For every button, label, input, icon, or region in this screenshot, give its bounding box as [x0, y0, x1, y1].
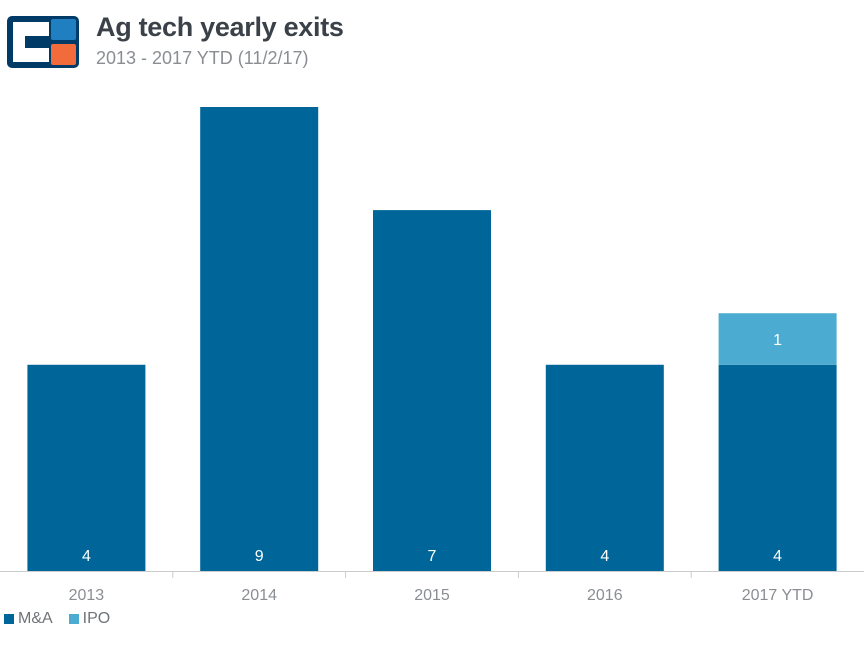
- chart-legend: M&A IPO: [0, 610, 122, 628]
- legend-item-ipo: IPO: [65, 610, 111, 628]
- bar-ma: [27, 364, 146, 571]
- chart-subtitle: 2013 - 2017 YTD (11/2/17): [96, 48, 309, 68]
- data-label: 4: [773, 548, 782, 565]
- bar-ma: [545, 364, 664, 571]
- data-label: 4: [600, 548, 609, 565]
- data-label: 7: [428, 548, 437, 565]
- data-label: 9: [255, 548, 264, 565]
- chart-title: Ag tech yearly exits: [96, 12, 344, 42]
- bar-ma: [200, 107, 319, 571]
- x-tick-label: 2016: [587, 587, 623, 604]
- data-label: 4: [82, 548, 91, 565]
- data-label: 1: [773, 332, 782, 349]
- x-tick-label: 2015: [414, 587, 450, 604]
- company-logo-icon: [7, 16, 79, 68]
- x-tick-label: 2017 YTD: [742, 587, 814, 604]
- bar-ma: [373, 210, 491, 571]
- legend-item-ma: M&A: [0, 610, 53, 628]
- legend-swatch-ipo: [68, 614, 79, 624]
- legend-label-ipo: IPO: [82, 610, 111, 627]
- bar-ma: [718, 364, 837, 571]
- legend-swatch-ma: [4, 614, 14, 624]
- legend-label-ma: M&A: [18, 610, 53, 627]
- x-tick-label: 2013: [69, 587, 105, 604]
- bar-ipo: [718, 313, 837, 365]
- x-tick-label: 2014: [241, 587, 277, 604]
